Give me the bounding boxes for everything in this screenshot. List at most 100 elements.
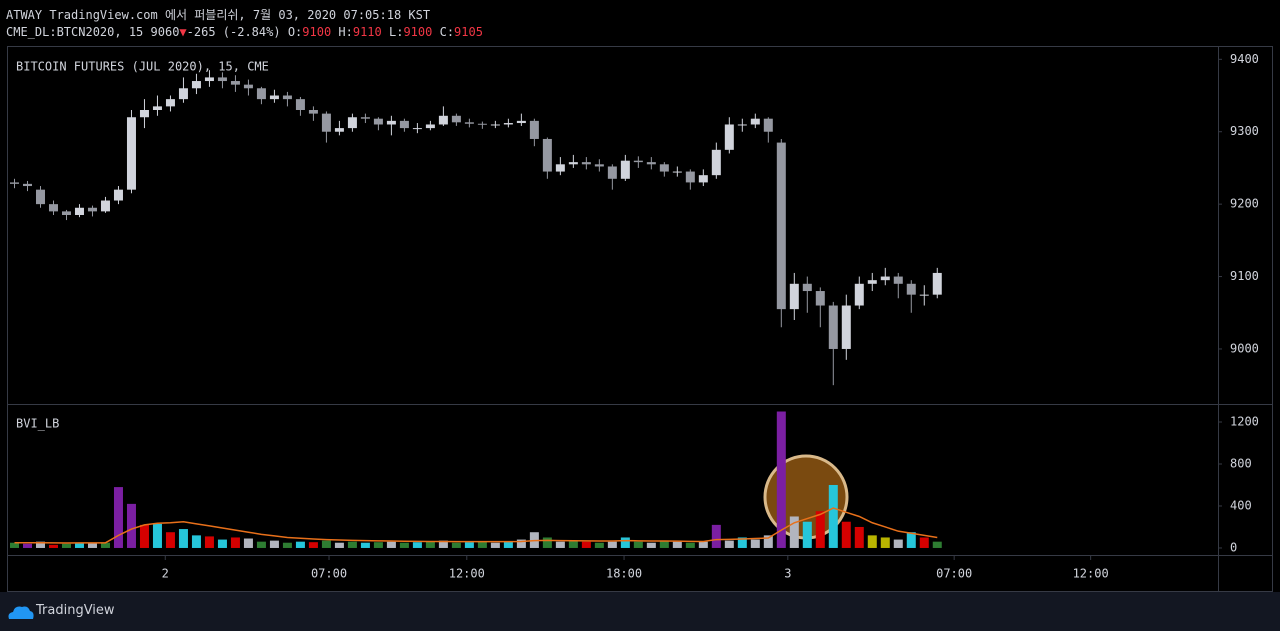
- candle-body: [724, 124, 734, 150]
- candle-body: [282, 95, 292, 100]
- volume-bar: [711, 524, 721, 548]
- change: -265 (-2.84%): [186, 25, 281, 39]
- y-tick-label: 9100: [1230, 269, 1259, 283]
- candle-body: [685, 171, 695, 183]
- volume-bar: [178, 529, 188, 548]
- volume-bar: [126, 503, 136, 548]
- header-published: ATWAY TradingView.com 에서 퍼블리쉬, 7월 03, 20…: [6, 6, 430, 23]
- candle-body: [672, 171, 682, 173]
- l-label: L:: [389, 25, 404, 39]
- volume-bar: [243, 538, 253, 548]
- candle-body: [360, 117, 370, 119]
- candle-body: [87, 207, 97, 212]
- candle-body: [347, 117, 357, 129]
- candle-body: [152, 106, 162, 110]
- candle-body: [334, 128, 344, 132]
- candle-body: [217, 77, 227, 82]
- volume-bar: [828, 484, 838, 548]
- volume-bar: [490, 542, 500, 548]
- volume-bar: [893, 539, 903, 548]
- candle-body: [100, 200, 110, 212]
- candle-body: [893, 276, 903, 284]
- volume-bar: [217, 539, 227, 548]
- candle-body: [48, 204, 58, 212]
- candle-body: [516, 120, 526, 124]
- candle-body: [243, 84, 253, 89]
- y-tick-label: 9300: [1230, 124, 1259, 138]
- candle-body: [737, 124, 747, 126]
- volume-bar: [360, 542, 370, 548]
- candle-body: [906, 283, 916, 295]
- candle-body: [919, 294, 929, 296]
- x-tick-label: 3: [784, 567, 791, 581]
- l-value: 9100: [403, 25, 433, 39]
- candle-body: [22, 183, 32, 187]
- candle-body: [815, 291, 825, 306]
- candle-body: [139, 110, 149, 118]
- logo: [8, 606, 34, 619]
- volume-bar: [451, 542, 461, 548]
- volume-bar: [919, 537, 929, 548]
- published-text: ATWAY TradingView.com 에서 퍼블리쉬, 7월 03, 20…: [6, 8, 431, 22]
- candle-body: [620, 160, 630, 179]
- volume-bar: [399, 542, 409, 548]
- candle-body: [256, 88, 266, 100]
- candle-body: [74, 207, 84, 215]
- volume-bar: [568, 540, 578, 548]
- candle-body: [828, 305, 838, 349]
- y-tick-label: 800: [1230, 456, 1252, 470]
- candle-body: [61, 211, 71, 215]
- volume-bar: [776, 411, 786, 548]
- candle-body: [607, 166, 617, 179]
- volume-bar: [789, 516, 799, 548]
- volume-bar: [672, 541, 682, 548]
- volume-bar: [763, 535, 773, 548]
- candle-body: [230, 81, 240, 85]
- volume-bar: [373, 542, 383, 548]
- x-tick-label: 18:00: [606, 567, 642, 581]
- volume-bar: [282, 542, 292, 548]
- candle-body: [698, 175, 708, 183]
- volume-bar: [139, 524, 149, 548]
- volume-bar: [932, 541, 942, 548]
- candle-body: [503, 123, 513, 125]
- price-title: BITCOIN FUTURES (JUL 2020), 15, CME: [16, 60, 269, 74]
- candle-body: [854, 283, 864, 306]
- volume-bar: [87, 543, 97, 548]
- brand: TradingView: [36, 603, 115, 618]
- candle-body: [555, 164, 565, 172]
- y-tick-label: 9200: [1230, 197, 1259, 211]
- volume-bar: [841, 521, 851, 548]
- volume-bar: [165, 532, 175, 548]
- candle-body: [802, 283, 812, 292]
- volume-bar: [464, 542, 474, 548]
- volume-bar: [724, 540, 734, 548]
- candle-body: [438, 115, 448, 125]
- volume-bar: [659, 540, 669, 548]
- y-tick-label: 1200: [1230, 415, 1259, 429]
- candle-body: [9, 182, 19, 184]
- volume-bar: [113, 487, 123, 548]
- h-label: H:: [338, 25, 353, 39]
- moving-average-line: [14, 507, 938, 544]
- y-tick-label: 9000: [1230, 341, 1259, 355]
- y-tick-label: 0: [1230, 540, 1237, 554]
- volume-bar: [256, 541, 266, 548]
- candle-body: [35, 189, 45, 205]
- volume-bar: [802, 521, 812, 548]
- candle-body: [178, 88, 188, 100]
- x-tick-label: 12:00: [449, 567, 485, 581]
- chart: BITCOIN FUTURES (JUL 2020), 15, CME BVI_…: [7, 46, 1273, 592]
- candle-body: [113, 189, 123, 201]
- y-tick-label: 9400: [1230, 52, 1259, 66]
- candle-body: [841, 305, 851, 349]
- volume-bar: [191, 535, 201, 548]
- volume-bar: [880, 537, 890, 548]
- h-value: 9110: [352, 25, 382, 39]
- volume-bar: [61, 543, 71, 548]
- candle-body: [711, 149, 721, 176]
- header-quote: CME_DL:BTCN2020, 15 9060▼-265 (-2.84%) O…: [6, 25, 483, 39]
- x-tick-label: 07:00: [311, 567, 347, 581]
- volume-bar: [867, 535, 877, 548]
